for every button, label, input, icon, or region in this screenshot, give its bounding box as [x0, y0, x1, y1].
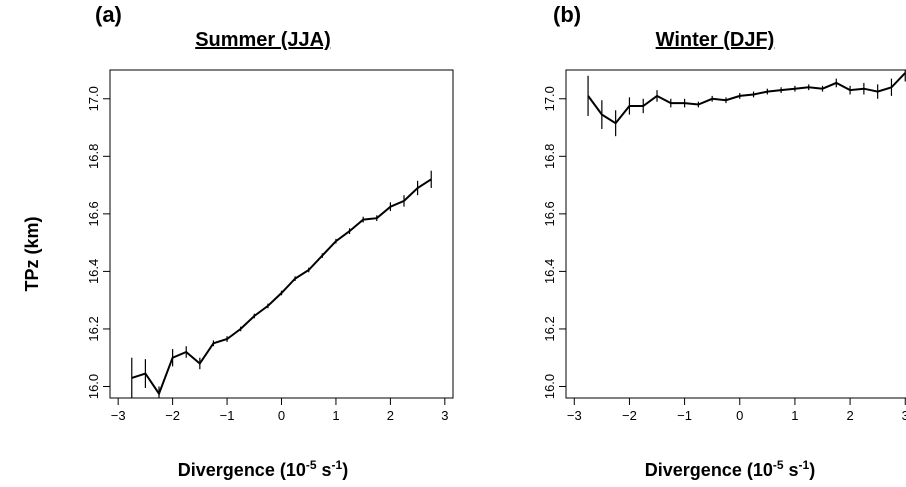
marks-summer: [131, 170, 432, 398]
chart-title-winter: Winter (DJF): [656, 29, 775, 51]
y-tick-label: 16.2: [542, 316, 557, 341]
y-tick-label: 16.2: [86, 316, 101, 341]
y-tick-label: 16.4: [86, 259, 101, 284]
x-tick-label: 3: [441, 408, 448, 423]
x-axis-label-text: Divergence (10: [178, 460, 306, 480]
series-line: [131, 178, 432, 396]
panel-summer: (a) Summer (JJA) TPz (km) Divergence (10…: [22, 2, 454, 480]
x-axis-label-close: ): [809, 460, 815, 480]
marks-winter: [587, 70, 906, 137]
x-tick-label: 0: [278, 408, 285, 423]
ticks-winter: −3 −2 −1 0 1 2 3 16.0 16.2 16.4 16.6 16.8 17.0: [542, 86, 906, 423]
panel-winter: (b) Winter (DJF) Divergence (10-5 s-1) −…: [542, 2, 906, 480]
y-tick-label: 16.8: [542, 144, 557, 169]
y-tick-label: 16.0: [542, 374, 557, 399]
x-tick-label: −2: [165, 408, 180, 423]
x-axis-label-unit-exp: -1: [799, 458, 810, 472]
x-tick-label: −2: [622, 408, 637, 423]
x-tick-label: 1: [332, 408, 339, 423]
x-tick-label: 2: [846, 408, 853, 423]
y-tick-label: 16.8: [86, 144, 101, 169]
x-tick-label: 1: [791, 408, 798, 423]
plot-frame-winter: [565, 69, 906, 399]
y-tick-label: 16.0: [86, 374, 101, 399]
y-tick-label: 16.4: [542, 259, 557, 284]
x-tick-label: −1: [677, 408, 692, 423]
x-tick-label: 2: [387, 408, 394, 423]
ticks-summer: −3 −2 −1 0 1 2 3 16.0 16.2 16.4 16.6 16.8 17.0: [86, 86, 448, 423]
x-axis-label-exp: -5: [773, 458, 784, 472]
x-tick-label: 0: [736, 408, 743, 423]
x-axis-label-exp: -5: [306, 458, 317, 472]
chart-title-summer: Summer (JJA): [195, 29, 331, 51]
panel-label-a: (a): [95, 2, 122, 27]
x-tick-label: −3: [111, 408, 126, 423]
y-tick-label: 16.6: [86, 201, 101, 226]
x-axis-label-summer: Divergence (10-5 s-1): [178, 458, 348, 480]
x-tick-label: −1: [220, 408, 235, 423]
x-axis-label-winter: Divergence (10-5 s-1): [645, 458, 815, 480]
x-axis-label-close: ): [342, 460, 348, 480]
y-tick-label: 16.6: [542, 201, 557, 226]
x-axis-label-unit: s: [317, 460, 332, 480]
x-tick-label: −3: [567, 408, 582, 423]
y-tick-label: 17.0: [86, 86, 101, 111]
series-line: [587, 72, 906, 125]
plot-frame-summer: [109, 69, 454, 399]
x-axis-label-unit-exp: -1: [332, 458, 343, 472]
x-axis-label-unit: s: [784, 460, 799, 480]
x-tick-label: 3: [902, 408, 906, 423]
y-tick-label: 17.0: [542, 86, 557, 111]
panel-label-b: (b): [553, 2, 581, 27]
x-axis-label-text: Divergence (10: [645, 460, 773, 480]
y-axis-label: TPz (km): [22, 216, 42, 291]
